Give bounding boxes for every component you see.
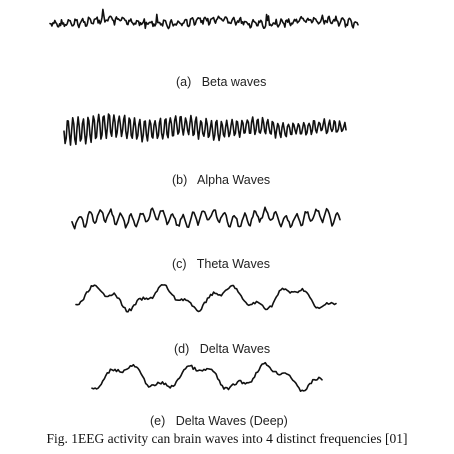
delta-wave-label: (d) Delta Waves — [174, 342, 270, 356]
alpha-wave-label: (b) Alpha Waves — [172, 173, 270, 187]
figure-caption: Fig. 1EEG activity can brain waves into … — [46, 431, 407, 446]
beta-wave-trace — [49, 8, 359, 30]
theta-wave-trace — [71, 206, 341, 230]
beta-wave-label: (a) Beta waves — [176, 75, 266, 89]
theta-wave-label: (c) Theta Waves — [172, 257, 270, 271]
delta-wave-trace — [75, 284, 337, 313]
alpha-wave-trace — [63, 113, 347, 146]
deep-delta-wave-label: (e) Delta Waves (Deep) — [150, 414, 288, 428]
deep-delta-wave-trace — [91, 361, 323, 392]
